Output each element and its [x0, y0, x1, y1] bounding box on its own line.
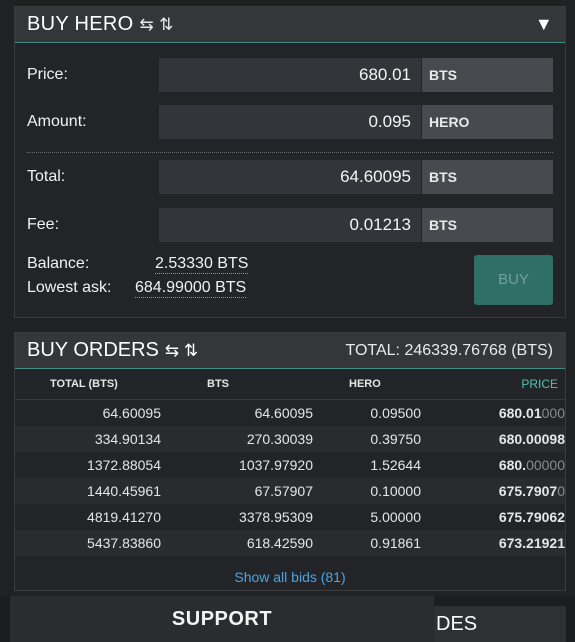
- buy-orders-panel: BUY ORDERS ⇆ ⇅ TOTAL: 246339.76768 (BTS)…: [14, 332, 566, 591]
- row-price: 680.01000: [421, 400, 565, 427]
- row-price: 675.79070: [421, 478, 565, 504]
- total-row: Total: 64.60095 BTS: [15, 160, 565, 194]
- total-label: Total:: [27, 168, 66, 185]
- trades-tab[interactable]: DES: [434, 606, 566, 642]
- row-hero: 0.10000: [313, 478, 421, 504]
- buy-button[interactable]: BUY: [474, 255, 553, 305]
- swap-sort-icon[interactable]: ⇆ ⇅: [139, 14, 174, 34]
- row-bts: 3378.95309: [239, 509, 313, 525]
- price-trailing: 000: [541, 405, 565, 421]
- row-total: 64.60095: [102, 405, 161, 421]
- table-header-row: TOTAL (BTS) BTS HERO PRICE: [15, 369, 565, 400]
- form-divider: [27, 152, 553, 153]
- row-bts: 618.42590: [161, 530, 313, 556]
- row-bts: 64.60095: [254, 405, 313, 421]
- price-main: 675.7907: [498, 483, 558, 499]
- row-total: 4819.41270: [87, 509, 161, 525]
- table-row[interactable]: 334.90134 270.30039 0.39750 680.00098: [15, 426, 565, 452]
- swap-sort-icon[interactable]: ⇆ ⇅: [164, 340, 199, 360]
- price-main: 675.79062: [498, 509, 565, 525]
- col-price-header[interactable]: PRICE: [421, 369, 565, 400]
- lowest-ask-value[interactable]: 684.99000 BTS: [135, 279, 247, 298]
- orders-total: TOTAL: 246339.76768 (BTS): [345, 341, 553, 359]
- row-total: 334.90134: [15, 426, 161, 452]
- total-input[interactable]: 64.60095: [159, 160, 421, 194]
- price-row: Price: 680.01 BTS: [15, 58, 565, 92]
- price-main: 680.01: [498, 405, 542, 421]
- row-bts: 67.57907: [161, 478, 313, 504]
- fee-input: 0.01213: [159, 208, 421, 242]
- total-unit: BTS: [422, 160, 553, 194]
- bottom-bar: SUPPORT DES: [0, 596, 575, 642]
- balance-value[interactable]: 2.53330 BTS: [155, 255, 249, 274]
- table-row[interactable]: 1372.88054 1037.97920 1.52644 680.00000: [15, 452, 565, 478]
- buy-panel: BUY HERO ⇆ ⇅ ▼ Price: 680.01 BTS Amount:…: [14, 6, 566, 318]
- col-hero-header[interactable]: HERO: [313, 369, 421, 400]
- row-price: 673.21921: [421, 530, 565, 556]
- row-hero: 5.00000: [370, 509, 421, 525]
- row-hero: 1.52644: [370, 457, 421, 473]
- col-bts-header[interactable]: BTS: [161, 369, 313, 400]
- table-row[interactable]: 4819.41270 3378.95309 5.00000 675.79062: [15, 504, 565, 530]
- price-trailing: 00000: [526, 457, 565, 473]
- buy-orders-title: BUY ORDERS: [27, 339, 159, 361]
- amount-unit: HERO: [422, 105, 553, 139]
- price-trailing: 0: [557, 483, 565, 499]
- price-main: 680.00098: [498, 431, 565, 447]
- price-label: Price:: [27, 66, 68, 83]
- show-all-bids-link[interactable]: Show all bids (81): [234, 569, 346, 585]
- buy-panel-title: BUY HERO: [27, 13, 134, 35]
- row-total: 1372.88054: [87, 457, 161, 473]
- support-button[interactable]: SUPPORT: [10, 596, 434, 642]
- collapse-icon[interactable]: ▼: [534, 14, 553, 34]
- row-total: 1440.45961: [15, 478, 161, 504]
- table-row[interactable]: 64.60095 64.60095 0.09500 680.01000: [15, 400, 565, 427]
- row-hero: 0.39750: [313, 426, 421, 452]
- fee-unit: BTS: [422, 208, 553, 242]
- amount-input[interactable]: 0.095: [159, 105, 421, 139]
- col-total-header[interactable]: TOTAL (BTS): [15, 369, 161, 400]
- fee-label: Fee:: [27, 216, 60, 233]
- table-row[interactable]: 5437.83860 618.42590 0.91861 673.21921: [15, 530, 565, 556]
- buy-panel-header[interactable]: BUY HERO ⇆ ⇅ ▼: [15, 7, 565, 43]
- balance-label: Balance:: [27, 255, 90, 272]
- price-main: 673.21921: [498, 535, 565, 551]
- lowest-ask-label: Lowest ask:: [27, 279, 112, 296]
- price-unit: BTS: [422, 58, 553, 92]
- amount-label: Amount:: [27, 113, 87, 130]
- row-bts: 1037.97920: [239, 457, 313, 473]
- row-bts: 270.30039: [161, 426, 313, 452]
- row-hero: 0.91861: [313, 530, 421, 556]
- row-price: 675.79062: [421, 504, 565, 530]
- price-input[interactable]: 680.01: [159, 58, 421, 92]
- table-row[interactable]: 1440.45961 67.57907 0.10000 675.79070: [15, 478, 565, 504]
- row-price: 680.00098: [421, 426, 565, 452]
- amount-row: Amount: 0.095 HERO: [15, 105, 565, 139]
- buy-orders-table: TOTAL (BTS) BTS HERO PRICE 64.60095 64.6…: [15, 369, 565, 556]
- buy-orders-header[interactable]: BUY ORDERS ⇆ ⇅ TOTAL: 246339.76768 (BTS): [15, 333, 565, 369]
- fee-row: Fee: 0.01213 BTS: [15, 208, 565, 242]
- row-total: 5437.83860: [15, 530, 161, 556]
- row-price: 680.00000: [421, 452, 565, 478]
- row-hero: 0.09500: [370, 405, 421, 421]
- price-main: 680.: [498, 457, 527, 473]
